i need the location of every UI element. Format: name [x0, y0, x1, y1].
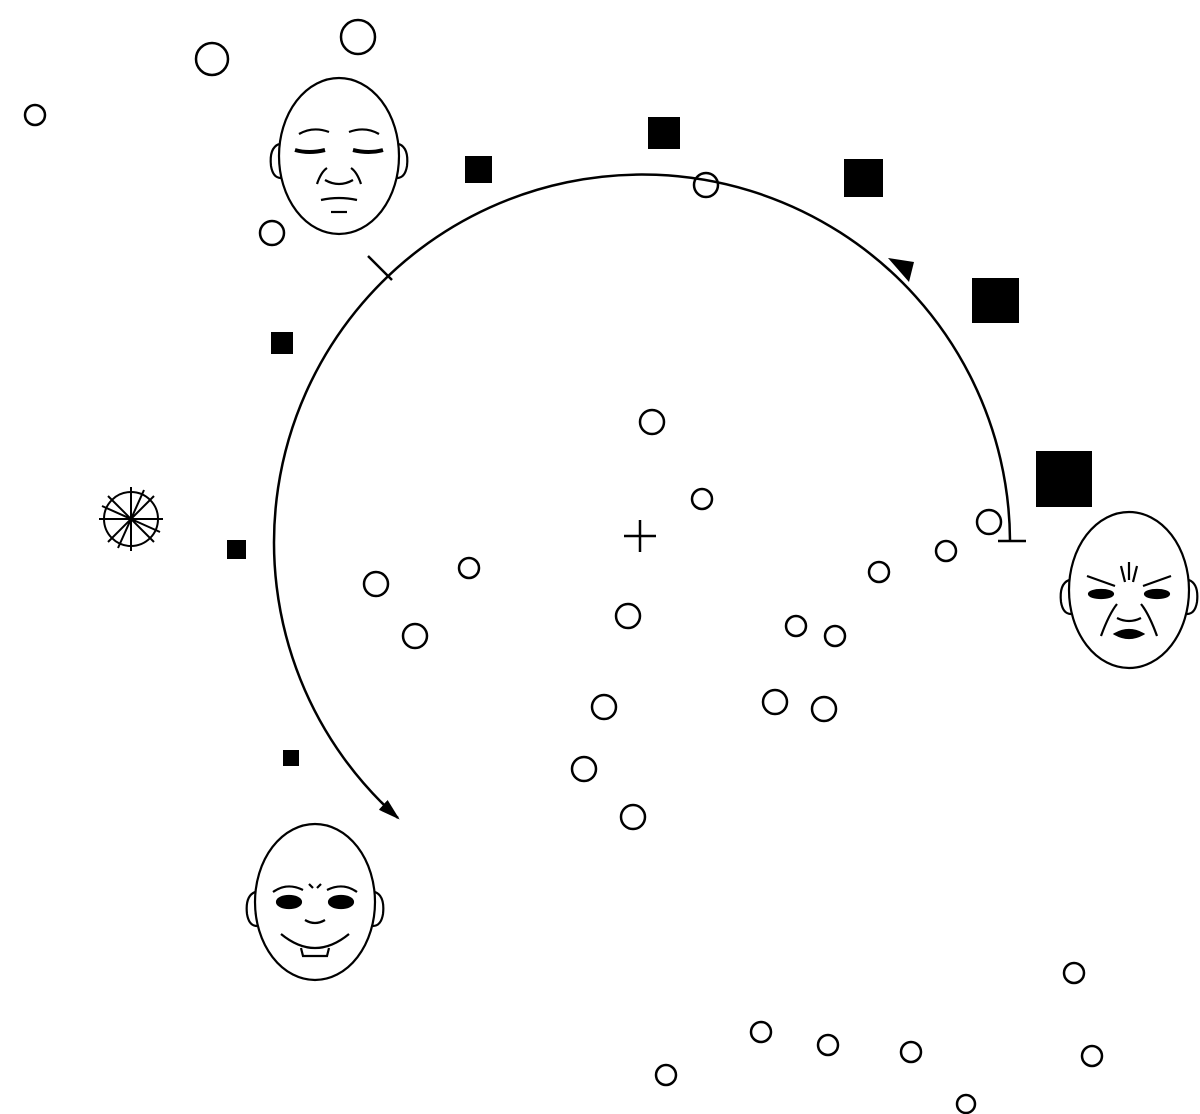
square-markers — [227, 117, 1092, 766]
open-circle — [934, 539, 958, 563]
square-marker — [283, 750, 299, 766]
square-marker — [972, 278, 1019, 323]
square-marker — [227, 540, 246, 559]
open-circle — [654, 1063, 678, 1087]
open-circle — [692, 171, 720, 199]
open-circle — [1080, 1044, 1104, 1068]
open-circle — [23, 103, 47, 127]
trajectory-arc — [272, 173, 1012, 820]
open-circle — [457, 556, 481, 580]
arrowhead-mid — [888, 258, 914, 282]
open-circle — [614, 602, 642, 630]
open-circle — [638, 408, 666, 436]
mid-tick — [367, 255, 393, 281]
face-happy-icon — [245, 822, 385, 982]
open-circle — [690, 487, 714, 511]
open-circle — [619, 803, 647, 831]
square-marker — [648, 117, 680, 149]
open-circle — [194, 41, 230, 77]
square-marker — [844, 159, 883, 197]
open-circle — [362, 570, 390, 598]
open-circle — [899, 1040, 923, 1064]
open-circle — [570, 755, 598, 783]
square-marker — [465, 156, 492, 183]
open-circle — [823, 624, 847, 648]
open-circle — [975, 508, 1003, 536]
open-circle — [784, 614, 808, 638]
face-calm-icon — [269, 76, 409, 236]
open-circle — [955, 1093, 977, 1114]
square-marker — [1036, 451, 1092, 507]
open-circle — [867, 560, 891, 584]
open-circles — [23, 18, 1104, 1114]
open-circle — [339, 18, 377, 56]
open-circle — [590, 693, 618, 721]
square-marker — [271, 332, 293, 354]
open-circle — [761, 688, 789, 716]
open-circle — [749, 1020, 773, 1044]
face-angry-icon — [1059, 510, 1199, 670]
open-circle — [258, 219, 286, 247]
open-circle — [401, 622, 429, 650]
center-plus-icon — [624, 520, 656, 552]
open-circle — [810, 695, 838, 723]
wheel-icon — [99, 487, 163, 551]
open-circle — [1062, 961, 1086, 985]
open-circle — [816, 1033, 840, 1057]
